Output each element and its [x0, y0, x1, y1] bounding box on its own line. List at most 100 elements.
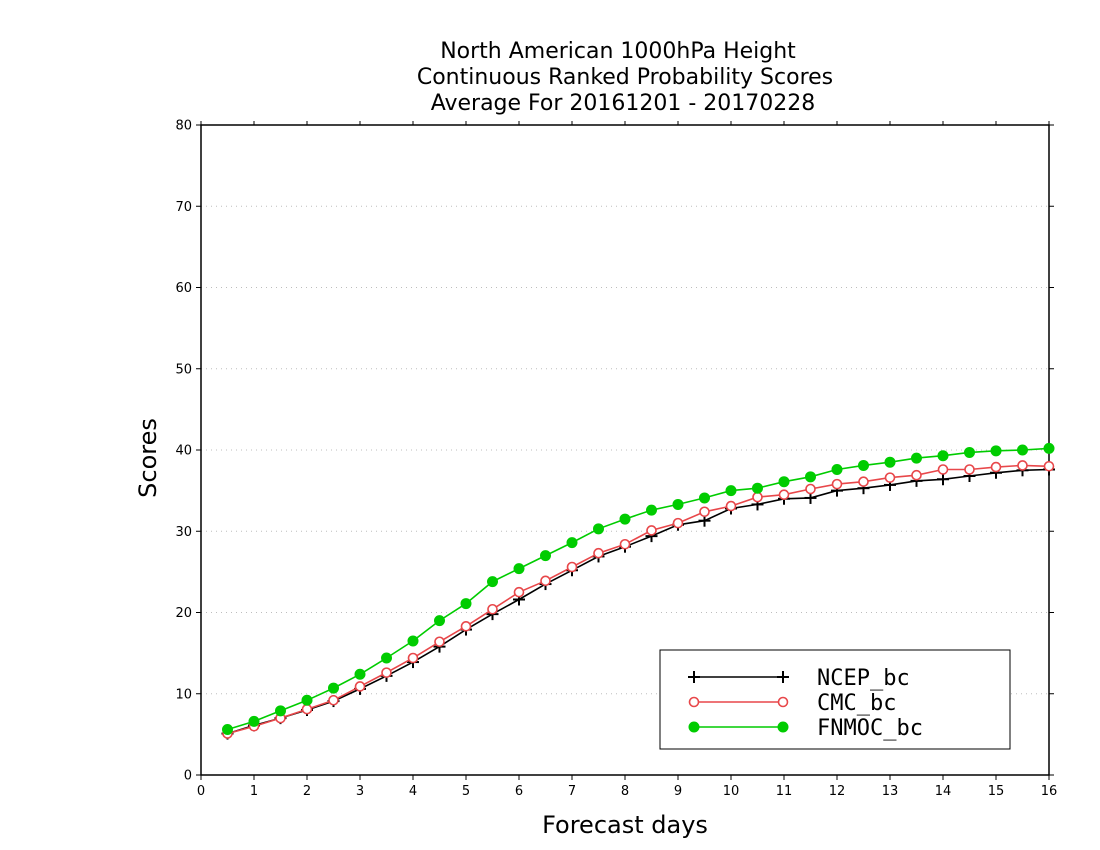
series-fnmoc-bc: [222, 442, 1055, 735]
point-cmc-bc: [328, 694, 339, 706]
point-cmc-bc: [381, 667, 392, 678]
x-tick-label: 8: [621, 784, 629, 799]
point-fnmoc-bc: [248, 715, 260, 727]
y-tick-label: 40: [175, 444, 192, 459]
x-tick-label: 1: [250, 784, 258, 799]
point-cmc-bc: [699, 506, 710, 518]
legend-item-ncep-bc: NCEP_bc: [688, 666, 910, 691]
point-cmc-bc: [407, 652, 419, 664]
point-fnmoc-bc: [275, 705, 286, 717]
legend-label-fnmoc-bc: FNMOC_bc: [817, 716, 923, 741]
point-cmc-bc: [911, 469, 922, 481]
y-tick-label: 10: [175, 687, 192, 702]
x-tick-label: 14: [935, 784, 952, 799]
point-cmc-bc: [619, 538, 631, 550]
y-tick-label: 30: [175, 525, 192, 540]
point-fnmoc-bc: [805, 471, 816, 483]
point-fnmoc-bc: [434, 615, 445, 627]
point-fnmoc-bc: [964, 446, 975, 458]
x-tick-label: 5: [462, 784, 470, 799]
point-fnmoc-bc: [222, 724, 233, 735]
point-fnmoc-bc: [513, 563, 525, 575]
point-fnmoc-bc: [911, 452, 922, 464]
point-fnmoc-bc: [778, 476, 790, 488]
point-fnmoc-bc: [301, 694, 313, 706]
point-fnmoc-bc: [540, 550, 551, 562]
point-cmc-bc: [1017, 460, 1028, 471]
y-tick-label: 0: [184, 769, 192, 784]
chart-title: North American 1000hPa Height Continuous…: [417, 39, 833, 116]
legend-item-fnmoc-bc: FNMOC_bc: [688, 716, 923, 741]
point-fnmoc-bc: [752, 482, 763, 494]
point-cmc-bc: [884, 472, 896, 483]
point-fnmoc-bc: [460, 598, 472, 610]
x-tick-label: 12: [829, 784, 846, 799]
x-axis-title: Forecast days: [542, 811, 708, 839]
legend-marker-cmc-bc: [688, 696, 700, 708]
point-fnmoc-bc: [646, 504, 657, 516]
point-cmc-bc: [540, 575, 551, 587]
y-axis-title: Scores: [134, 418, 162, 498]
title-line-1: North American 1000hPa Height: [440, 39, 796, 64]
legend-marker-fnmoc-bc: [777, 721, 789, 733]
point-fnmoc-bc: [354, 668, 366, 680]
point-fnmoc-bc: [487, 576, 498, 588]
x-tick-labels: 0 1 2 3 4 5 6 7 8 9 10 11 12 13 14 15 16: [197, 784, 1057, 799]
point-cmc-bc: [858, 476, 869, 487]
point-cmc-bc: [354, 681, 366, 692]
legend-item-cmc-bc: CMC_bc: [688, 691, 896, 716]
x-tick-label: 4: [409, 784, 417, 799]
point-fnmoc-bc: [328, 682, 339, 694]
point-fnmoc-bc: [593, 523, 604, 535]
point-fnmoc-bc: [381, 652, 392, 664]
point-fnmoc-bc: [699, 492, 710, 504]
point-cmc-bc: [460, 621, 472, 632]
point-cmc-bc: [593, 547, 604, 559]
point-cmc-bc: [831, 478, 843, 490]
point-fnmoc-bc: [990, 445, 1002, 457]
x-tick-label: 16: [1041, 784, 1058, 799]
point-cmc-bc: [1043, 460, 1055, 472]
title-line-3: Average For 20161201 - 20170228: [431, 91, 816, 116]
point-cmc-bc: [725, 500, 737, 512]
legend-box: [659, 649, 1011, 750]
point-cmc-bc: [301, 703, 313, 715]
y-tick-label: 50: [175, 362, 192, 377]
point-cmc-bc: [566, 561, 578, 573]
x-tick-label: 7: [568, 784, 576, 799]
series-layer: [221, 442, 1055, 740]
point-cmc-bc: [752, 491, 763, 503]
legend-marker-fnmoc-bc: [688, 721, 700, 733]
x-tick-label: 13: [882, 784, 899, 799]
point-cmc-bc: [672, 517, 684, 529]
point-cmc-bc: [937, 464, 949, 475]
x-tick-label: 10: [723, 784, 740, 799]
y-tick-label: 20: [175, 606, 192, 621]
legend-marker-cmc-bc: [777, 696, 789, 708]
point-cmc-bc: [964, 464, 975, 475]
x-tick-label: 0: [197, 784, 205, 799]
point-fnmoc-bc: [858, 459, 869, 471]
point-cmc-bc: [487, 603, 498, 615]
point-cmc-bc: [434, 636, 445, 648]
y-tick-label: 80: [175, 119, 192, 134]
x-tick-label: 9: [674, 784, 682, 799]
point-fnmoc-bc: [1043, 442, 1055, 454]
point-fnmoc-bc: [831, 464, 843, 475]
point-fnmoc-bc: [619, 513, 631, 525]
y-tick-label: 60: [175, 281, 192, 296]
title-line-2: Continuous Ranked Probability Scores: [417, 65, 833, 90]
x-tick-label: 15: [988, 784, 1005, 799]
point-cmc-bc: [646, 525, 657, 536]
point-fnmoc-bc: [884, 456, 896, 468]
point-fnmoc-bc: [672, 498, 684, 510]
point-fnmoc-bc: [566, 537, 578, 549]
point-fnmoc-bc: [407, 635, 419, 647]
point-cmc-bc: [513, 586, 525, 598]
point-fnmoc-bc: [937, 450, 949, 462]
point-fnmoc-bc: [725, 485, 737, 497]
gridlines: [201, 205, 1049, 695]
